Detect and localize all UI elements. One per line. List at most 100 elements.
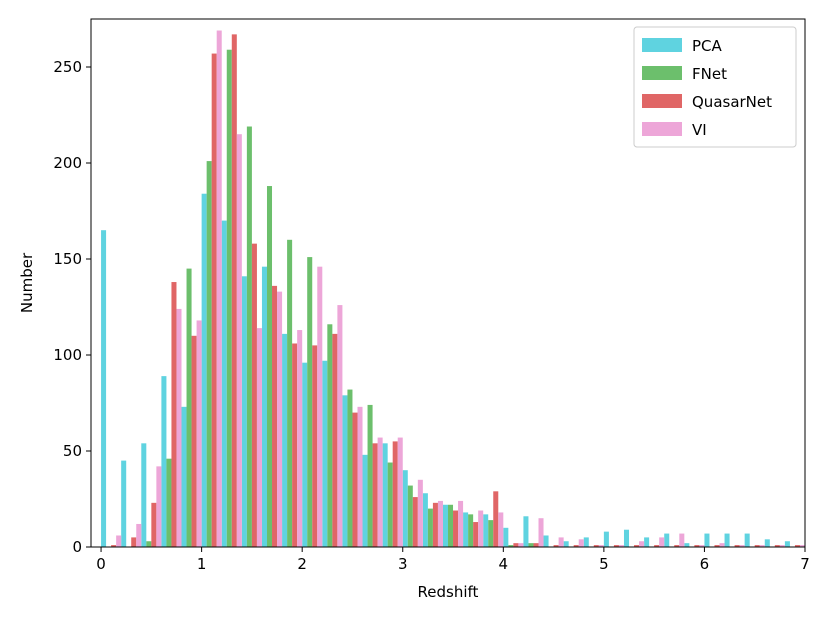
bars-layer [101,30,805,548]
bar-fnet-4 [186,268,192,547]
bar-pca-1 [121,460,127,547]
legend-box [633,26,797,148]
bar-fnet-16 [427,508,433,547]
x-tick-label: 3 [398,555,408,573]
bar-pca-27 [644,537,650,547]
bar-fnet-14 [387,462,393,547]
y-tick-label: 100 [53,346,82,364]
bar-quasarnet-3 [171,282,177,547]
plot-frame [90,18,806,548]
bar-fnet-13 [367,404,373,547]
y-tick-label: 200 [53,154,82,172]
bar-vi-17 [458,500,464,547]
axes-layer [90,18,806,548]
bar-quasarnet-6 [231,34,237,548]
bar-quasarnet-30 [714,545,720,547]
bar-pca-19 [483,514,489,547]
bar-pca-0 [101,230,107,547]
bar-vi-1 [136,523,142,547]
bar-vi-4 [196,320,202,547]
bar-fnet-5 [206,161,212,547]
bar-fnet-3 [166,458,172,547]
x-tick-label: 2 [297,555,307,573]
bar-vi-28 [679,533,685,547]
bar-vi-8 [277,291,283,547]
bar-vi-29 [699,545,705,547]
bar-vi-3 [176,308,182,547]
x-tick-label: 7 [800,555,810,573]
bar-fnet-12 [347,389,353,547]
bar-pca-23 [563,541,569,547]
bar-pca-21 [523,516,529,547]
bar-fnet-20 [508,545,514,547]
bar-pca-12 [342,395,348,547]
bar-quasarnet-25 [613,545,619,547]
bar-vi-33 [779,545,785,547]
legend-swatch-quasarnet [642,94,682,108]
bar-pca-24 [583,537,589,547]
x-tick-label: 5 [599,555,609,573]
bar-vi-32 [759,545,765,547]
bar-pca-18 [463,512,469,547]
bar-fnet-10 [307,257,313,547]
bar-pca-28 [664,533,670,547]
bar-fnet-11 [327,324,333,547]
bar-vi-7 [256,328,262,547]
bar-pca-6 [221,220,227,547]
legend-swatch-fnet [642,66,682,80]
bar-vi-20 [518,543,524,547]
bar-quasarnet-0 [111,545,117,547]
bar-quasarnet-4 [191,335,197,547]
y-tick-label: 250 [53,58,82,76]
bar-pca-5 [201,193,207,547]
bar-quasarnet-33 [774,545,780,547]
bar-vi-12 [357,406,363,547]
bar-pca-25 [603,531,609,547]
bar-pca-17 [442,504,448,547]
x-axis-label: Redshift [418,583,479,601]
bar-quasarnet-8 [272,285,278,547]
bar-pca-31 [724,533,730,547]
bar-pca-32 [744,533,750,547]
bar-vi-0 [116,535,122,547]
bar-pca-13 [362,454,368,547]
bar-quasarnet-1 [131,537,137,547]
bar-quasarnet-9 [292,343,298,547]
y-tick-label: 150 [53,250,82,268]
bar-pca-30 [704,533,710,547]
bar-vi-10 [317,266,323,547]
bar-quasarnet-2 [151,502,157,547]
bar-quasarnet-13 [372,443,378,547]
bar-vi-31 [739,545,745,547]
bar-quasarnet-15 [412,497,418,547]
bar-pca-8 [261,266,267,547]
bar-vi-11 [337,305,343,547]
x-tick-label: 0 [96,555,106,573]
bar-fnet-15 [407,485,413,547]
bar-quasarnet-16 [432,502,438,547]
bar-pca-34 [784,541,790,547]
x-tick-label: 4 [499,555,509,573]
bar-quasarnet-19 [493,491,499,547]
bar-quasarnet-22 [553,545,559,547]
bar-quasarnet-24 [593,545,599,547]
bar-quasarnet-5 [211,53,217,548]
bar-quasarnet-23 [573,545,579,547]
bar-vi-18 [478,510,484,547]
y-axis-label: Number [18,252,36,313]
y-tick-label: 0 [72,538,82,556]
bar-fnet-9 [287,239,293,548]
legend-label-quasarnet: QuasarNet [692,93,772,111]
bar-fnet-8 [266,186,273,548]
bar-quasarnet-29 [694,545,700,547]
bar-quasarnet-18 [473,522,479,547]
bar-vi-16 [437,500,443,547]
x-tick-label: 1 [197,555,207,573]
bar-fnet-21 [528,543,534,547]
bar-quasarnet-26 [634,545,640,547]
bar-vi-2 [156,466,162,547]
bar-vi-19 [498,512,504,547]
ticks-layer: 0 1 2 3 4 5 6 7 0 50 100 150 200 250 [53,58,809,573]
bar-fnet-17 [448,504,454,547]
